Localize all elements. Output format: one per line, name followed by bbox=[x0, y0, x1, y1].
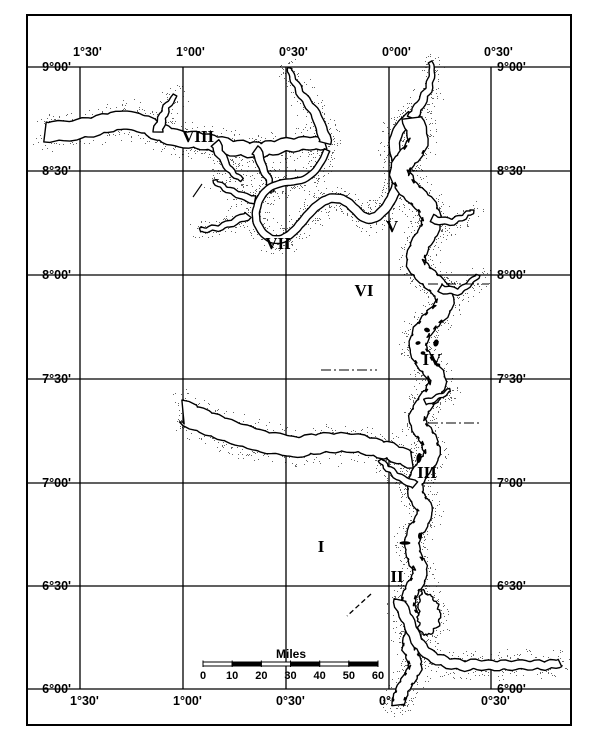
svg-text:V: V bbox=[386, 217, 399, 236]
svg-text:III: III bbox=[417, 463, 437, 482]
svg-text:7°30': 7°30' bbox=[42, 372, 71, 386]
svg-text:7°00': 7°00' bbox=[42, 476, 71, 490]
svg-text:0°30': 0°30' bbox=[484, 45, 513, 59]
svg-text:6°00': 6°00' bbox=[42, 682, 71, 696]
svg-text:40: 40 bbox=[314, 670, 326, 682]
svg-text:9°00': 9°00' bbox=[497, 60, 526, 74]
svg-text:20: 20 bbox=[255, 670, 267, 682]
svg-text:10: 10 bbox=[226, 670, 238, 682]
svg-text:8°30': 8°30' bbox=[42, 164, 71, 178]
svg-text:0°30': 0°30' bbox=[481, 694, 510, 708]
svg-text:0: 0 bbox=[200, 670, 206, 682]
svg-text:60: 60 bbox=[372, 670, 384, 682]
svg-text:0°30': 0°30' bbox=[279, 45, 308, 59]
svg-text:1°30': 1°30' bbox=[73, 45, 102, 59]
svg-text:7°30': 7°30' bbox=[497, 372, 526, 386]
svg-text:1°30': 1°30' bbox=[70, 694, 99, 708]
svg-text:0°30': 0°30' bbox=[276, 694, 305, 708]
svg-text:6°30': 6°30' bbox=[497, 579, 526, 593]
svg-text:II: II bbox=[390, 567, 404, 586]
svg-text:0°00': 0°00' bbox=[382, 45, 411, 59]
svg-text:VII: VII bbox=[265, 234, 291, 253]
svg-text:50: 50 bbox=[343, 670, 355, 682]
svg-text:9°00': 9°00' bbox=[42, 60, 71, 74]
svg-text:IV: IV bbox=[423, 350, 443, 369]
svg-text:8°00': 8°00' bbox=[42, 268, 71, 282]
svg-text:6°30': 6°30' bbox=[42, 579, 71, 593]
svg-text:8°00': 8°00' bbox=[497, 268, 526, 282]
svg-text:7°00': 7°00' bbox=[497, 476, 526, 490]
svg-text:VI: VI bbox=[355, 281, 374, 300]
svg-text:1°00': 1°00' bbox=[173, 694, 202, 708]
svg-text:VIII: VIII bbox=[182, 127, 215, 146]
svg-text:6°00': 6°00' bbox=[497, 682, 526, 696]
svg-text:8°30': 8°30' bbox=[497, 164, 526, 178]
svg-text:I: I bbox=[318, 537, 325, 556]
svg-text:Miles: Miles bbox=[276, 647, 306, 661]
svg-text:30: 30 bbox=[284, 670, 296, 682]
svg-text:1°00': 1°00' bbox=[176, 45, 205, 59]
